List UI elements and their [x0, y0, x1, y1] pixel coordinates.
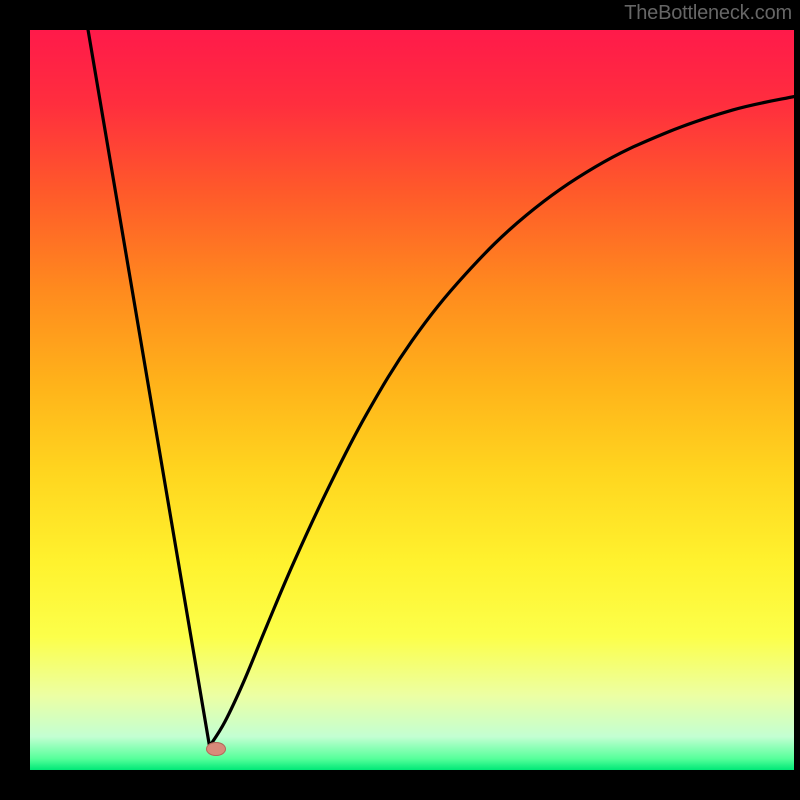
frame-bottom — [0, 770, 800, 800]
frame-right — [794, 0, 800, 800]
frame-left — [0, 0, 30, 800]
bottleneck-curve — [30, 30, 794, 770]
attribution-text: TheBottleneck.com — [624, 2, 792, 25]
plot-area — [30, 30, 794, 770]
curve-path — [88, 30, 794, 746]
minimum-marker — [206, 742, 226, 756]
